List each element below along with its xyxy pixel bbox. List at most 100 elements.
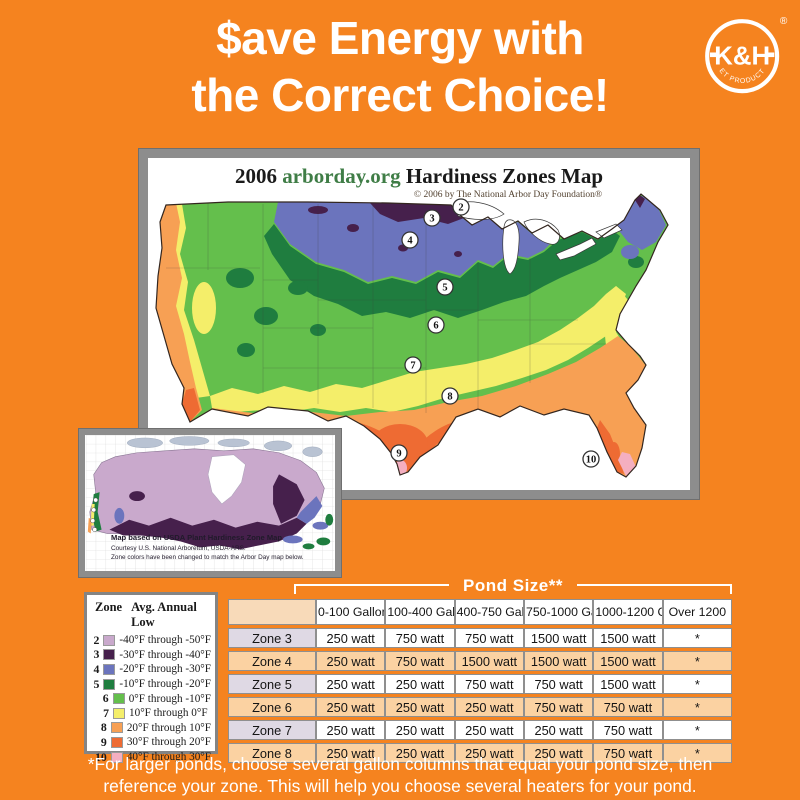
state-borders [166,203,606,413]
wattage-cell: 250 watt [316,628,386,648]
us-hardiness-map: 2 3 4 5 6 7 8 9 10 [155,193,669,478]
zone-marker-9: 9 [390,444,408,462]
zone-label: Zone 7 [228,720,316,740]
zone9-swatch [110,736,123,748]
zone10-region [395,452,636,476]
canada-zone3-band [109,474,307,550]
map-title: 2006 arborday.org Hardiness Zones Map [148,164,690,189]
wattage-cell: 750 watt [593,720,663,740]
table-row-zone7: Zone 7 250 watt 250 watt 250 watt 250 wa… [228,720,732,740]
wattage-cell: 750 watt [454,628,524,648]
canada-zone4-fringe [114,496,329,544]
us-map-panel: 2 3 4 5 6 7 8 9 10 2006 arborday.org Har… [138,148,700,500]
wattage-cell: 250 watt [385,674,455,694]
kh-logo-icon: ® K&H PET PRODUCTS [698,12,788,94]
wattage-cell: 1500 watt [593,674,663,694]
column-header: 1000-1200 Gallons [593,599,663,625]
zone-label: Zone 5 [228,674,316,694]
column-header: 0-100 Gallons [316,599,386,625]
table-header-row: 0-100 Gallons 100-400 Gallons 400-750 Ga… [228,599,732,625]
zone-marker-8: 8 [441,387,459,405]
wattage-cell: * [662,674,732,694]
logo-brand-text: K&H [714,42,770,70]
footer-line1: *For larger ponds, choose several gallon… [87,754,713,774]
zone3-swatch [103,649,116,661]
legend-row: 9 30°F through 20°F [100,734,211,749]
wattage-cell: 250 watt [454,697,524,717]
zone6-swatch [112,693,125,705]
svg-text:4: 4 [407,236,413,247]
canada-inset-inner: Map based on USDA Plant Hardiness Zone M… [85,435,335,571]
table-row-zone6: Zone 6 250 watt 250 watt 250 watt 750 wa… [228,697,732,717]
legend-header-zone: Zone [95,600,123,614]
wattage-cell: 250 watt [316,674,386,694]
zone-label: Zone 8 [228,743,316,763]
pond-heater-table: 0-100 Gallons 100-400 Gallons 400-750 Ga… [228,596,732,766]
table-row-zone4: Zone 4 250 watt 750 watt 1500 watt 1500 … [228,651,732,671]
wattage-cell: 1500 watt [523,651,594,671]
wattage-cell: 250 watt [454,720,524,740]
legend-row: 6 0°F through -10°F [102,691,211,706]
bracket-line-right [576,584,732,594]
zone-legend: Zone Avg. Annual Low 2 -40°F through -50°… [84,592,218,764]
wattage-cell: 250 watt [523,743,594,763]
zone-marker-6: 6 [427,316,445,334]
table-row-zone5: Zone 5 250 watt 250 watt 750 watt 750 wa… [228,674,732,694]
wattage-cell: 250 watt [316,651,386,671]
canada-caption-line1: Map based on USDA Plant Hardiness Zone M… [111,533,283,543]
wattage-cell: 250 watt [523,720,594,740]
zone7-region [168,204,628,412]
wattage-cell: 750 watt [593,697,663,717]
legend-row: 7 10°F through 0°F [103,705,208,720]
footer-note: *For larger ponds, choose several gallon… [0,754,800,797]
wattage-cell: 750 watt [523,697,594,717]
zone2-swatch [103,634,116,646]
legend-row: 5 -10°F through -20°F [93,676,211,691]
wattage-cell: 250 watt [385,743,455,763]
page-title-line2: the Correct Choice! [191,69,609,121]
canada-caption: Map based on USDA Plant Hardiness Zone M… [111,532,304,563]
zone-marker-7: 7 [404,356,422,374]
svg-text:9: 9 [396,449,401,460]
svg-text:3: 3 [429,214,434,225]
svg-text:2: 2 [458,203,463,214]
column-header: 400-750 Gallons [454,599,524,625]
legend-row: 3 -30°F through -40°F [93,647,211,662]
page-title: $ave Energy with the Correct Choice! [0,10,800,124]
table-row-zone8: Zone 8 250 watt 250 watt 250 watt 250 wa… [228,743,732,763]
zone-marker-3: 3 [423,209,441,227]
zone-label: Zone 4 [228,651,316,671]
zone-marker-4: 4 [401,231,419,249]
column-header: Over 1200 [662,599,732,625]
wattage-cell: 250 watt [385,697,455,717]
wattage-cell: 250 watt [385,720,455,740]
us-outline [155,193,669,478]
wattage-cell: 750 watt [454,674,524,694]
map-title-site: arborday.org [282,164,401,188]
legend-row: 8 20°F through 10°F [100,720,211,735]
logo-registered-mark: ® [780,16,788,27]
wattage-cell: 750 watt [593,743,663,763]
bc-coast-strips [87,497,99,534]
legend-row: 10 40°F through 30°F [95,749,211,764]
zone5-region [226,224,644,357]
wattage-cell: 250 watt [454,743,524,763]
legend-header-low: Avg. Annual Low [131,600,197,629]
zone10-swatch [110,751,123,763]
zone-markers: 2 3 4 5 6 7 8 9 10 [390,198,600,468]
canada-caption-line3: Zone colors have been changed to match t… [111,554,304,562]
legend-row: 2 -40°F through -50°F [93,632,211,647]
wattage-cell: 750 watt [385,628,455,648]
zone-label: Zone 3 [228,628,316,648]
svg-text:10: 10 [586,455,597,466]
zone4-swatch [103,663,116,675]
zone-marker-5: 5 [436,278,454,296]
canada-caption-line2: Courtesy U.S. National Arboretum, USDA-A… [111,544,246,552]
wattage-cell: * [662,697,732,717]
hudson-bay [207,454,246,505]
us-map-inner: 2 3 4 5 6 7 8 9 10 2006 arborday.org Har… [148,158,690,490]
table-row-zone3: Zone 3 250 watt 750 watt 750 watt 1500 w… [228,628,732,648]
wattage-cell: 1500 watt [523,628,594,648]
wattage-cell: 750 watt [385,651,455,671]
